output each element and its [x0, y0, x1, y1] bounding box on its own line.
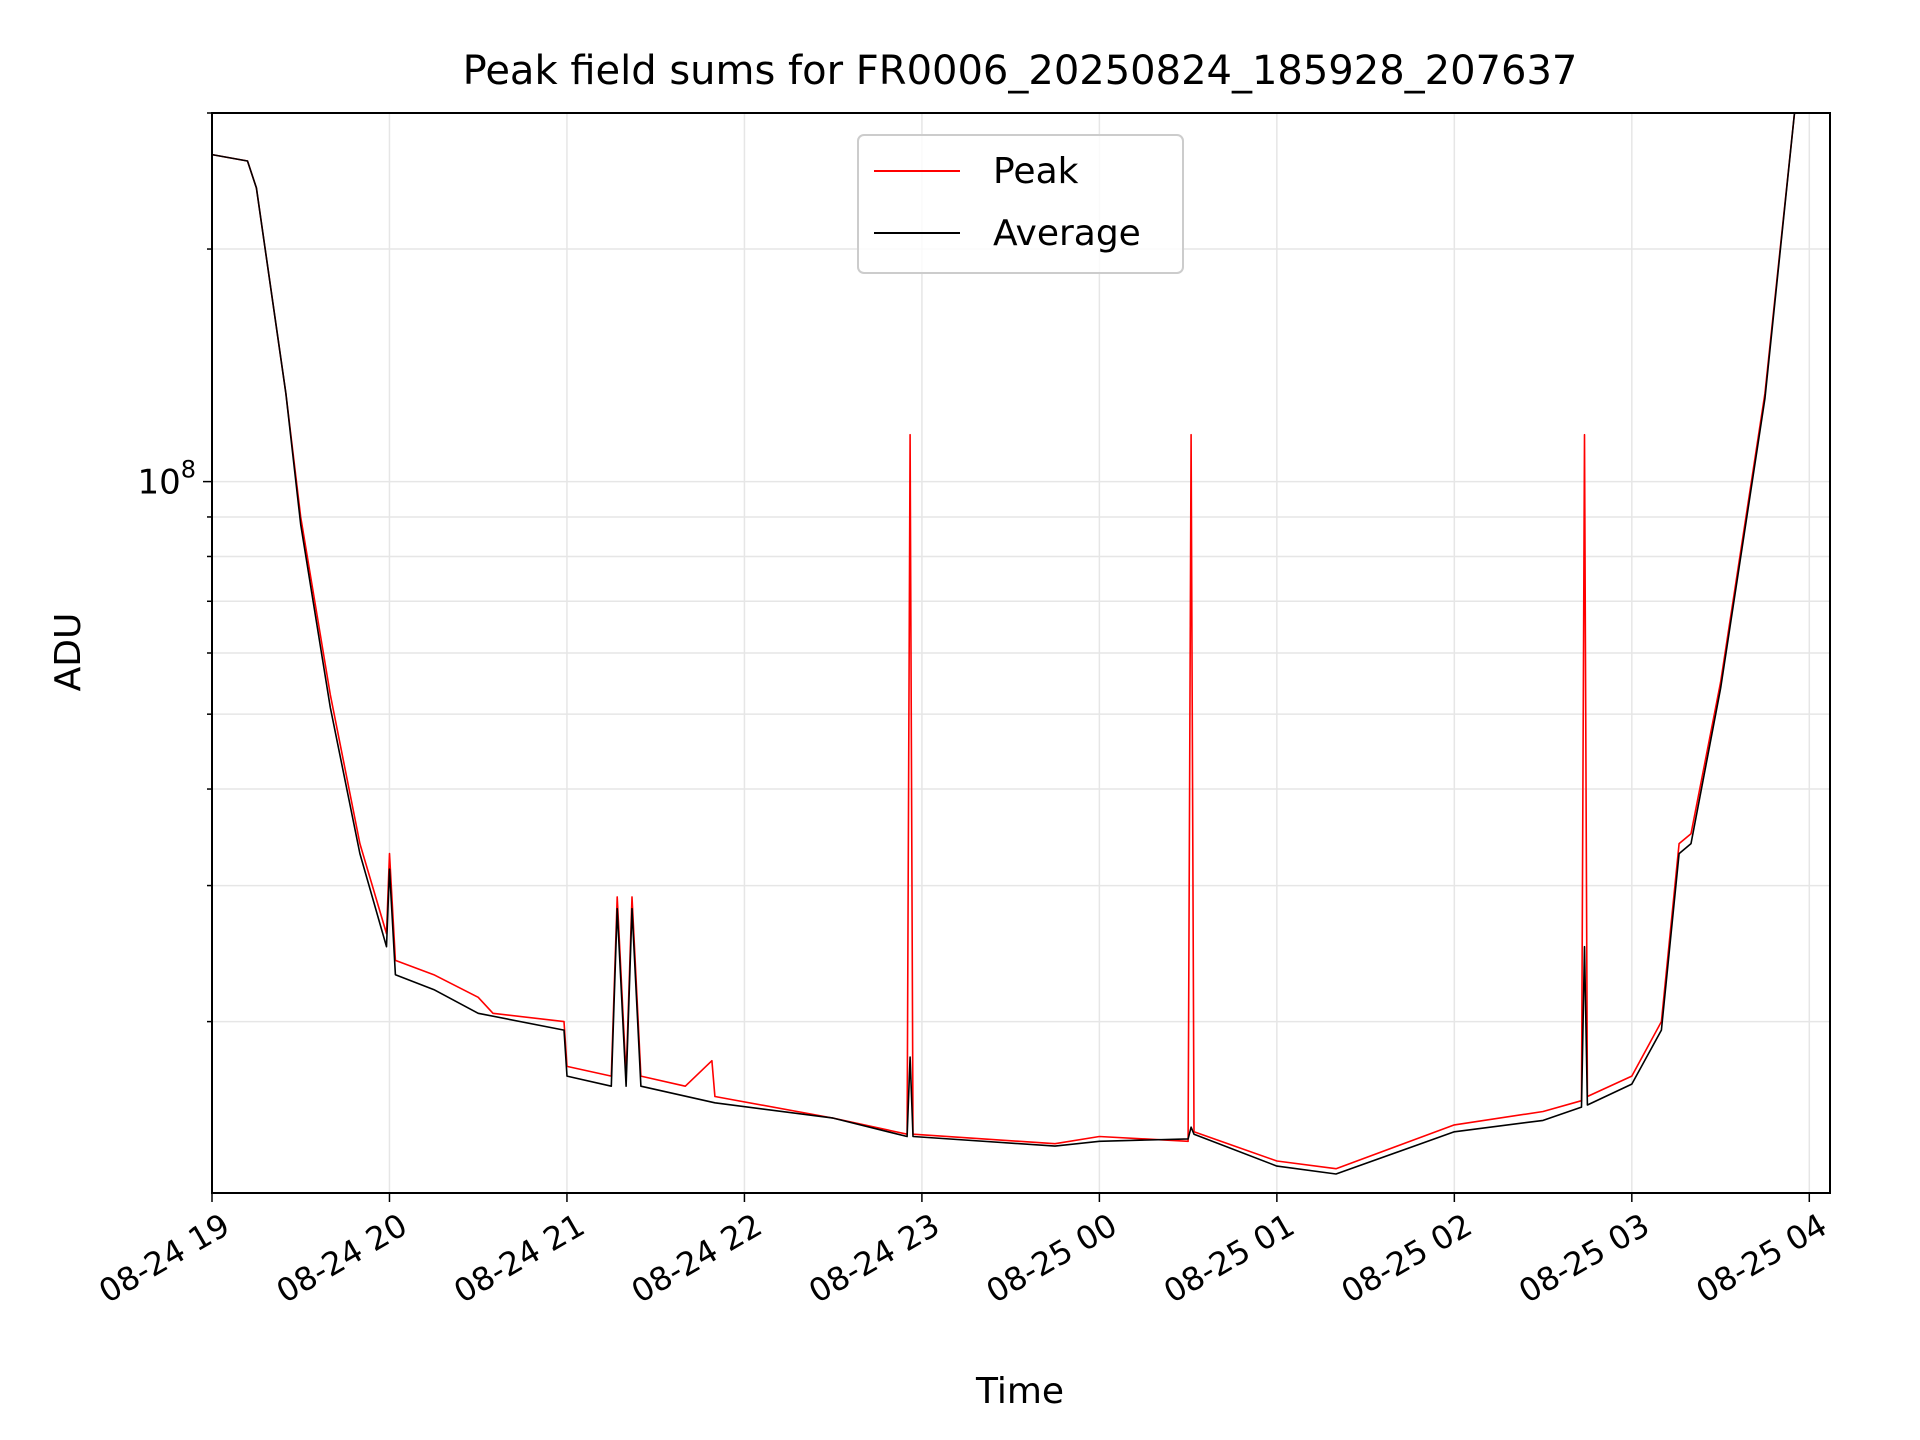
y-axis-label: ADU: [48, 613, 89, 692]
series-line-average: [211, 112, 1796, 1175]
legend-box: [857, 134, 1184, 274]
y-axis: 108: [137, 112, 212, 1023]
x-axis-label: Time: [975, 1371, 1064, 1412]
legend-average-label: Average: [993, 213, 1141, 254]
legend: Peak Average: [857, 134, 1184, 274]
series-layer: [211, 112, 1796, 1175]
chart-title: Peak field sums for FR0006_20250824_1859…: [463, 48, 1578, 94]
grid: [211, 112, 1830, 1193]
y-tick-label: 108: [137, 456, 196, 503]
legend-peak-label: Peak: [993, 151, 1079, 192]
